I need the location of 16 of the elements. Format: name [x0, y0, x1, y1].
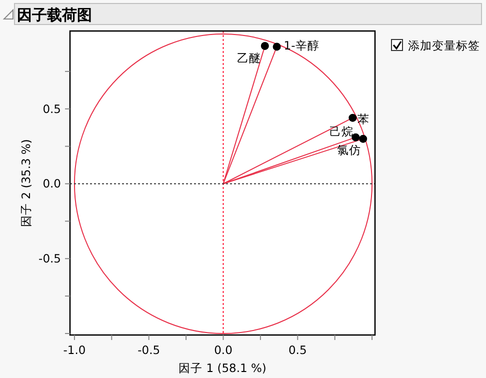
annotation: 己烷	[330, 124, 354, 138]
y-axis-title: 因子 2 (35.3 %)	[19, 139, 33, 227]
text: 添加变量标签	[408, 38, 480, 52]
x-tick-label: 0.5	[288, 343, 307, 357]
y-tick-label: -0.5	[38, 252, 61, 266]
y-tick-label: 0.5	[42, 102, 61, 116]
x-axis-title: 因子 1 (58.1 %)	[178, 361, 266, 375]
chart-title: 因子载荷图	[17, 6, 92, 24]
y-tick-label: 0.0	[42, 176, 61, 191]
x-tick-label: -1.0	[63, 343, 86, 357]
x-tick-label: -0.5	[138, 343, 160, 357]
annotation: 1-辛醇	[284, 38, 320, 53]
annotation: 氯仿	[337, 142, 362, 157]
annotation: 苯	[358, 112, 370, 126]
x-tick-label: 0.0	[214, 343, 232, 357]
annotation: 乙醚	[236, 50, 261, 65]
